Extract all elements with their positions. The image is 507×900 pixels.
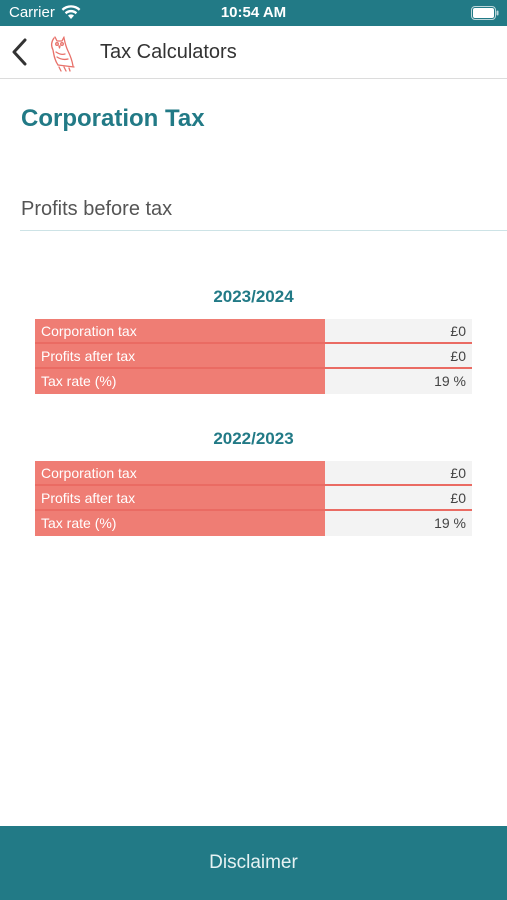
battery-icon — [471, 6, 499, 25]
wifi-icon — [61, 5, 81, 25]
row-value: 19 % — [325, 511, 472, 536]
table-row: Tax rate (%) 19 % — [35, 369, 472, 394]
carrier-label: Carrier — [9, 4, 55, 21]
table-row: Profits after tax £0 — [35, 344, 472, 369]
disclaimer-button[interactable]: Disclaimer — [0, 826, 507, 900]
table-row: Corporation tax £0 — [35, 461, 472, 486]
clock-time: 10:54 AM — [220, 4, 287, 21]
table-row: Tax rate (%) 19 % — [35, 511, 472, 536]
year-heading: 2023/2024 — [213, 287, 294, 306]
row-label: Profits after tax — [35, 486, 325, 509]
page-title: Corporation Tax — [21, 105, 205, 132]
row-value: 19 % — [325, 369, 472, 394]
row-value: £0 — [325, 461, 472, 484]
table-row: Profits after tax £0 — [35, 486, 472, 511]
results-table: Corporation tax £0 Profits after tax £0 … — [35, 319, 472, 394]
row-label: Tax rate (%) — [35, 369, 325, 394]
row-label: Corporation tax — [35, 461, 325, 484]
chevron-left-icon — [12, 38, 27, 66]
row-value: £0 — [325, 486, 472, 509]
owl-logo-icon — [46, 34, 78, 77]
row-value: £0 — [325, 344, 472, 367]
disclaimer-label: Disclaimer — [209, 852, 298, 873]
results-table: Corporation tax £0 Profits after tax £0 … — [35, 461, 472, 536]
row-label: Profits after tax — [35, 344, 325, 367]
navigation-bar: Tax Calculators — [0, 26, 507, 79]
row-label: Tax rate (%) — [35, 511, 325, 536]
year-heading: 2022/2023 — [213, 429, 294, 448]
row-value: £0 — [325, 319, 472, 342]
nav-title: Tax Calculators — [100, 41, 237, 63]
status-bar: Carrier 10:54 AM — [0, 0, 507, 26]
table-row: Corporation tax £0 — [35, 319, 472, 344]
profits-before-tax-input[interactable] — [20, 188, 507, 231]
back-button[interactable] — [8, 38, 32, 66]
row-label: Corporation tax — [35, 319, 325, 342]
